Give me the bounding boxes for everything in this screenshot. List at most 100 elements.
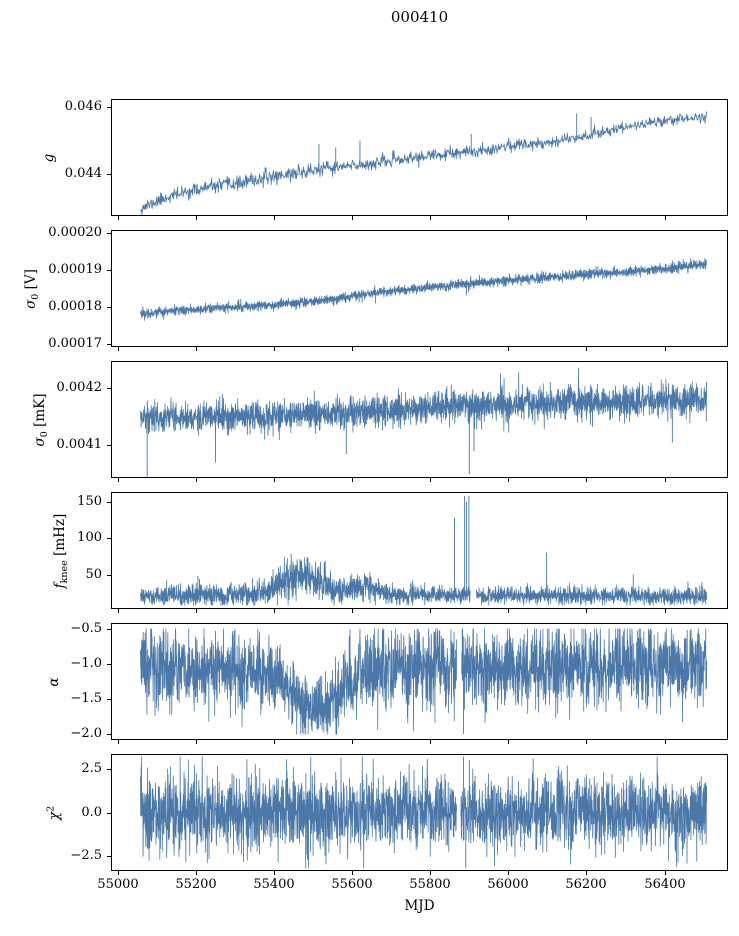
chart-title: 000410: [390, 8, 449, 26]
x-tick-mark: [274, 216, 275, 220]
y-axis-label-part: 0: [39, 431, 50, 438]
plot-canvas-sigma0-mk: [112, 362, 727, 477]
y-tick-label: 0.0041: [56, 437, 103, 452]
y-axis-label-part: g: [41, 153, 57, 163]
y-axis-label-fknee: fknee [mHz]: [52, 514, 70, 589]
plot-canvas-sigma0-v: [112, 231, 727, 346]
y-tick-mark: [107, 502, 111, 503]
plot-canvas-g: [112, 100, 727, 215]
y-tick-label: 50: [85, 567, 102, 582]
x-tick-label: 55000: [97, 877, 139, 892]
x-tick-mark: [352, 216, 353, 220]
x-tick-mark: [196, 347, 197, 351]
x-tick-mark: [665, 871, 666, 875]
x-tick-mark: [274, 740, 275, 744]
y-tick-label: 0.044: [64, 166, 102, 181]
y-tick-label: −2.0: [70, 726, 102, 741]
x-tick-mark: [586, 871, 587, 875]
x-tick-mark: [118, 478, 119, 482]
x-tick-mark: [508, 478, 509, 482]
y-tick-mark: [107, 233, 111, 234]
x-tick-mark: [274, 871, 275, 875]
x-axis-title: MJD: [404, 898, 435, 914]
y-tick-label: −1.5: [70, 691, 102, 706]
y-axis-label-g: g: [41, 154, 57, 163]
y-axis-label-part: knee: [59, 560, 70, 584]
x-tick-mark: [665, 740, 666, 744]
x-tick-mark: [274, 347, 275, 351]
x-tick-label: 56000: [487, 877, 529, 892]
x-tick-label: 55600: [331, 877, 373, 892]
y-tick-mark: [107, 769, 111, 770]
y-tick-label: 0.00017: [48, 336, 102, 351]
x-tick-mark: [430, 216, 431, 220]
y-tick-label: −2.5: [70, 848, 102, 863]
y-axis-label-part: α: [46, 677, 62, 687]
y-tick-mark: [107, 575, 111, 576]
x-tick-label: 55800: [409, 877, 451, 892]
y-tick-label: 0.00018: [48, 299, 102, 314]
x-tick-mark: [196, 478, 197, 482]
x-tick-label: 56200: [565, 877, 607, 892]
x-tick-mark: [196, 609, 197, 613]
x-tick-mark: [586, 609, 587, 613]
y-axis-label-sigma0-mk: σ0 [mK]: [32, 394, 50, 447]
x-tick-mark: [352, 478, 353, 482]
x-tick-label: 55400: [253, 877, 295, 892]
x-tick-mark: [508, 216, 509, 220]
x-tick-mark: [586, 347, 587, 351]
y-tick-label: −0.5: [70, 621, 102, 636]
x-tick-mark: [118, 216, 119, 220]
y-tick-mark: [107, 699, 111, 700]
y-tick-mark: [107, 856, 111, 857]
x-tick-mark: [196, 740, 197, 744]
x-tick-mark: [274, 478, 275, 482]
x-tick-mark: [586, 216, 587, 220]
x-tick-mark: [508, 740, 509, 744]
y-tick-mark: [107, 107, 111, 108]
x-tick-mark: [118, 609, 119, 613]
x-tick-mark: [430, 478, 431, 482]
x-tick-mark: [665, 216, 666, 220]
x-tick-mark: [430, 609, 431, 613]
y-axis-label-part: χ: [46, 811, 63, 821]
y-axis-label-part: f: [52, 583, 68, 589]
x-tick-mark: [352, 347, 353, 351]
x-tick-mark: [665, 609, 666, 613]
y-tick-label: 100: [77, 530, 102, 545]
y-axis-label-part: [V]: [23, 269, 39, 294]
y-tick-mark: [107, 174, 111, 175]
x-tick-mark: [665, 478, 666, 482]
y-tick-label: −1.0: [70, 656, 102, 671]
y-axis-label-part: σ: [23, 299, 39, 309]
x-tick-mark: [665, 347, 666, 351]
x-tick-mark: [352, 609, 353, 613]
y-tick-mark: [107, 538, 111, 539]
y-tick-label: 0.00020: [48, 225, 102, 240]
y-tick-label: 0.0: [81, 805, 102, 820]
x-tick-mark: [430, 347, 431, 351]
x-tick-mark: [196, 871, 197, 875]
x-tick-mark: [508, 347, 509, 351]
x-tick-mark: [586, 478, 587, 482]
plot-area-sigma0-v: [111, 230, 728, 347]
x-tick-mark: [508, 609, 509, 613]
y-tick-label: 150: [77, 494, 102, 509]
y-axis-label-chi2: χ2: [46, 806, 63, 820]
plot-canvas-alpha: [112, 624, 727, 739]
x-tick-label: 55200: [175, 877, 217, 892]
y-tick-mark: [107, 664, 111, 665]
x-tick-label: 56400: [644, 877, 686, 892]
y-axis-label-part: 0: [30, 293, 41, 300]
plot-canvas-fknee: [112, 493, 727, 608]
y-tick-mark: [107, 445, 111, 446]
x-tick-mark: [196, 216, 197, 220]
y-axis-label-part: σ: [32, 437, 48, 447]
x-tick-mark: [586, 740, 587, 744]
y-tick-label: 0.0042: [56, 380, 103, 395]
x-tick-mark: [508, 871, 509, 875]
y-tick-label: 0.00019: [48, 262, 102, 277]
plot-area-sigma0-mk: [111, 361, 728, 478]
y-axis-label-part: [mK]: [32, 393, 48, 432]
